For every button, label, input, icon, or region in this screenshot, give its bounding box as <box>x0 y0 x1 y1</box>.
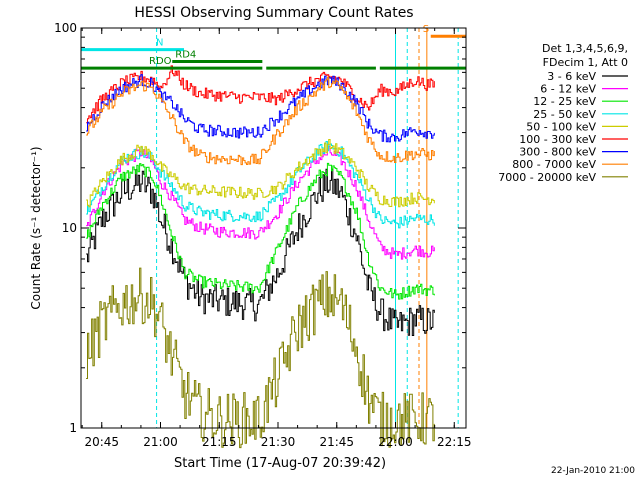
x-tick-label-4: 21:45 <box>319 435 354 449</box>
flag-label-n: N <box>156 38 163 49</box>
x-tick-label-3: 21:30 <box>261 435 296 449</box>
flag-label-rdo: RDO <box>149 56 172 67</box>
legend-label-8: 7000 - 20000 keV <box>498 171 596 184</box>
chart-title: HESSI Observing Summary Count Rates <box>134 5 413 21</box>
x-tick-label-1: 21:00 <box>143 435 178 449</box>
legend-label-4: 50 - 100 keV <box>526 120 596 133</box>
y-axis-label: Count Rate (s⁻¹ detector⁻¹) <box>29 146 43 309</box>
y-tick-label-0: 1 <box>69 421 77 435</box>
legend-label-6: 300 - 800 keV <box>519 146 596 159</box>
x-tick-label-0: 20:45 <box>84 435 119 449</box>
legend-label-3: 25 - 50 keV <box>533 108 596 121</box>
series-line-2 <box>86 162 435 300</box>
x-tick-label-5: 22:00 <box>378 435 413 449</box>
legend-label-0: 3 - 6 keV <box>547 70 596 83</box>
series-line-0 <box>86 168 435 336</box>
series-line-4 <box>86 139 435 208</box>
legend: Det 1,3,4,5,6,9,FDecim 1, Att 03 - 6 keV… <box>498 42 628 184</box>
series-line-8 <box>86 267 435 449</box>
x-tick-label-2: 21:15 <box>202 435 237 449</box>
legend-label-7: 800 - 7000 keV <box>512 158 596 171</box>
legend-header-0: Det 1,3,4,5,6,9, <box>542 42 628 55</box>
series-line-7 <box>86 76 435 166</box>
axes-layer: 20:45 21:00 21:15 21:30 21:45 22:00 22:15 1 10 10… <box>54 21 471 449</box>
x-tick-label-6: 22:15 <box>437 435 472 449</box>
x-axis-label: Start Time (17-Aug-07 20:39:42) <box>174 456 386 471</box>
legend-label-2: 12 - 25 keV <box>533 95 596 108</box>
footer-date: 22-Jan-2010 21:00 <box>551 466 635 476</box>
legend-label-5: 100 - 300 keV <box>519 133 596 146</box>
y-tick-label-1: 10 <box>62 221 77 235</box>
legend-label-1: 6 - 12 keV <box>540 83 596 96</box>
flag-label-rd4: RD4 <box>175 49 196 60</box>
y-tick-label-2: 100 <box>54 21 77 35</box>
series-line-5 <box>86 65 435 124</box>
series-line-3 <box>86 141 435 229</box>
flag-label-s: S <box>423 24 429 35</box>
legend-header-1: FDecim 1, Att 0 <box>543 56 628 69</box>
